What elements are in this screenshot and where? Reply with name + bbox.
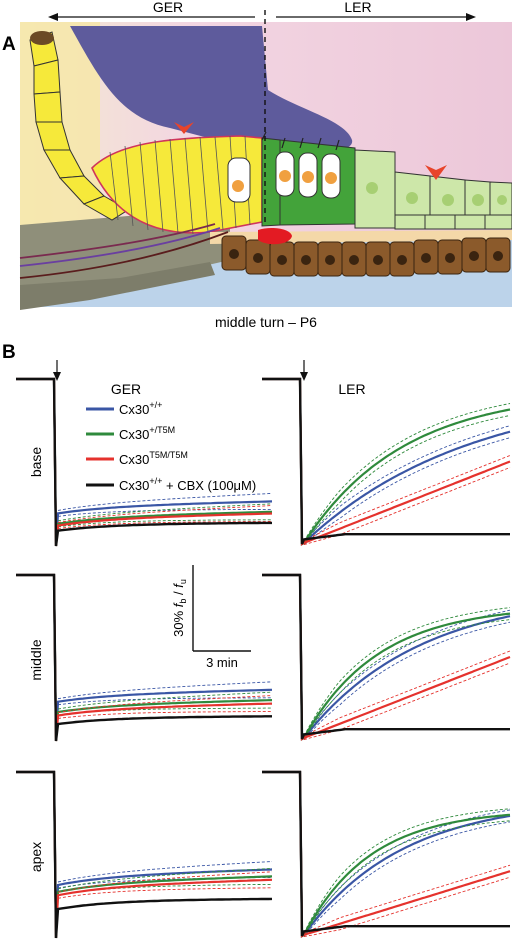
- ger-trace-wt-row1-band-1: [57, 492, 273, 511]
- ger-trace-cbx-row3: [16, 770, 273, 939]
- ger-trace-het-row2-band-1: [57, 691, 273, 710]
- red-vessel: [258, 228, 292, 245]
- ler-trace-het-row1: [262, 377, 511, 546]
- ler-trace-wt-row3-band-1: [303, 809, 511, 934]
- stimulus-arrow-ger: [53, 360, 61, 381]
- ger-trace-hom-row2-band-2: [57, 711, 272, 719]
- ger-trace-het-row1-band-1: [57, 503, 273, 522]
- inner-hair-cell: [227, 157, 251, 203]
- ger-trace-wt-row2-band-2: [57, 697, 272, 706]
- col-title-ler: LER: [338, 381, 365, 397]
- ler-trace-cbx-row3: [262, 770, 510, 937]
- ler-trace-het-row1-band-1: [303, 403, 511, 542]
- ger-trace-het-row1: [16, 377, 273, 547]
- ger-trace-hom-row1-band-2: [57, 521, 272, 529]
- svg-text:Cx30+/+: Cx30+/+: [119, 400, 162, 417]
- ger-trace-hom-row3-band-1: [57, 871, 273, 893]
- inner-hair-cell-nucleus: [232, 180, 244, 192]
- legend: Cx30+/+ Cx30+/T5M Cx30T5M/T5M Cx30+/+ + …: [86, 400, 256, 493]
- ger-trace-hom-row1-band-1: [57, 505, 273, 523]
- basilar-cells: [221, 235, 511, 277]
- ger-region-label: GER: [153, 0, 183, 15]
- ler-trace-hom-row1: [262, 377, 511, 546]
- ler-trace-het-row2: [262, 573, 511, 741]
- panel-b-label: B: [2, 342, 16, 363]
- col-title-ger: GER: [111, 381, 141, 397]
- ler-trace-cbx-row2: [262, 573, 510, 740]
- ger-trace-wt-row3-band-2: [57, 877, 272, 889]
- panel-b: B GER LER base middle apex Cx30+/+ Cx30+…: [2, 342, 511, 939]
- tectorial-membrane: [70, 26, 353, 155]
- ger-trace-hom-row3: [16, 770, 273, 939]
- ger-arrow-head: [48, 13, 58, 21]
- svg-text:Cx30+/+ + CBX (100μM): Cx30+/+ + CBX (100μM): [119, 476, 256, 493]
- ger-trace-hom-row2-band-1: [57, 695, 273, 713]
- ler-trace-wt-row1-band-1: [303, 425, 511, 542]
- traces: [16, 377, 511, 939]
- row-label-base: base: [28, 447, 44, 478]
- ger-trace-wt-row1: [16, 377, 273, 547]
- ger-trace-wt-row2: [16, 573, 273, 742]
- ler-trace-hom-row3: [262, 770, 511, 938]
- ler-trace-wt-row1-band-2: [303, 437, 511, 545]
- legend-item-hom: Cx30T5M/T5M: [86, 450, 188, 467]
- outer-hair-cells: [275, 151, 341, 199]
- row-label-middle: middle: [28, 639, 44, 680]
- ler-trace-hom-row2-band-1: [303, 650, 511, 737]
- ger-trace-wt-row1-band-2: [57, 508, 272, 517]
- scale-bar: 30% fb / fu 3 min: [171, 565, 251, 670]
- ler-trace-hom-row3-band-1: [303, 864, 511, 934]
- ler-nuclei: [366, 182, 507, 206]
- ler-region-label: LER: [344, 0, 371, 15]
- panel-a: A GER LER middle turn – P6: [2, 0, 512, 330]
- scale-bar-x-label: 3 min: [206, 655, 238, 670]
- panel-a-caption: middle turn – P6: [215, 314, 317, 330]
- ger-trace-hom-row3-band-2: [57, 887, 272, 899]
- ler-trace-het-row3-band-2: [303, 820, 511, 937]
- scale-bar-y-label: 30% fb / fu: [171, 579, 188, 637]
- ler-trace-het-row2-band-2: [303, 619, 511, 740]
- ler-arrowhead: [425, 165, 447, 180]
- basilar-nuclei: [229, 249, 503, 265]
- ger-trace-hom-row2: [16, 573, 273, 742]
- ler-trace-hom-row2: [262, 573, 511, 741]
- ler-trace-cbx-row1: [262, 377, 510, 545]
- panel-a-label: A: [2, 34, 16, 55]
- legend-item-het: Cx30+/T5M: [86, 425, 175, 442]
- ler-trace-het-row3-band-1: [303, 808, 511, 934]
- ler-trace-hom-row1-band-1: [303, 455, 511, 542]
- ger-trace-het-row3-band-1: [57, 867, 273, 890]
- ler-arrow-head: [466, 13, 476, 21]
- ler-trace-wt-row2-band-2: [303, 621, 511, 740]
- stereocilia: [261, 131, 340, 151]
- ger-arrowhead: [174, 122, 194, 134]
- ler-trace-het-row3: [262, 770, 511, 938]
- ler-trace-hom-row3-band-2: [303, 876, 511, 938]
- legend-item-cbx: Cx30+/+ + CBX (100μM): [86, 476, 256, 493]
- ler-trace-wt-row2-band-1: [303, 609, 511, 737]
- stimulus-arrow-ler: [300, 360, 308, 381]
- ger-trace-hom-row1: [16, 377, 273, 547]
- dark-cell: [30, 31, 54, 45]
- ler-trace-wt-row3-band-2: [303, 821, 511, 937]
- ger-trace-cbx-row2: [16, 573, 272, 742]
- ler-trace-wt-row3: [262, 770, 511, 938]
- ler-trace-wt-row1: [262, 377, 511, 546]
- svg-text:Cx30T5M/T5M: Cx30T5M/T5M: [119, 450, 188, 467]
- ler-trace-het-row2-band-1: [303, 607, 511, 737]
- ger-trace-het-row1-band-2: [57, 519, 272, 528]
- nerve-fibers: [19, 223, 229, 279]
- legend-item-wt: Cx30+/+: [86, 400, 162, 417]
- svg-text:Cx30+/T5M: Cx30+/T5M: [119, 425, 175, 442]
- row-label-apex: apex: [28, 842, 44, 872]
- ger-trace-wt-row2-band-1: [57, 681, 273, 700]
- ger-trace-cbx-row1: [16, 377, 272, 547]
- bone-grey-lower: [20, 262, 215, 310]
- ger-trace-wt-row3-band-1: [57, 861, 273, 883]
- ler-trace-het-row1-band-2: [303, 415, 511, 545]
